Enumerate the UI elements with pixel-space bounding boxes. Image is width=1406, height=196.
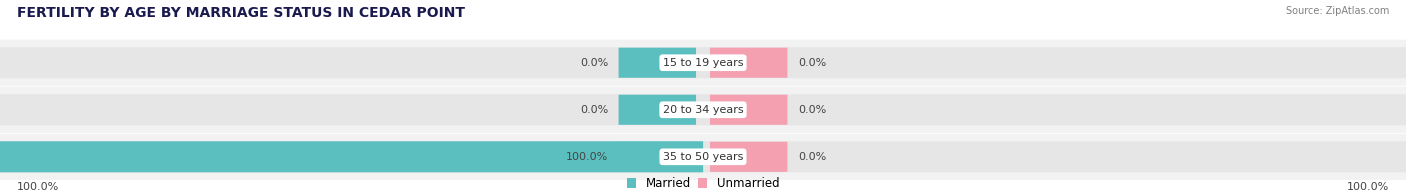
FancyBboxPatch shape — [619, 48, 696, 78]
FancyBboxPatch shape — [0, 47, 1406, 78]
Text: 20 to 34 years: 20 to 34 years — [662, 105, 744, 115]
Text: 0.0%: 0.0% — [579, 105, 609, 115]
Legend: Married, Unmarried: Married, Unmarried — [627, 177, 779, 190]
FancyBboxPatch shape — [619, 95, 696, 125]
Text: 15 to 19 years: 15 to 19 years — [662, 58, 744, 68]
FancyBboxPatch shape — [710, 48, 787, 78]
Text: 35 to 50 years: 35 to 50 years — [662, 152, 744, 162]
Text: 100.0%: 100.0% — [1347, 182, 1389, 192]
Text: 0.0%: 0.0% — [799, 58, 827, 68]
Text: FERTILITY BY AGE BY MARRIAGE STATUS IN CEDAR POINT: FERTILITY BY AGE BY MARRIAGE STATUS IN C… — [17, 6, 465, 20]
Text: 0.0%: 0.0% — [799, 152, 827, 162]
Text: 100.0%: 100.0% — [17, 182, 59, 192]
FancyBboxPatch shape — [619, 142, 696, 172]
FancyBboxPatch shape — [0, 94, 1406, 125]
Text: 0.0%: 0.0% — [799, 105, 827, 115]
FancyBboxPatch shape — [710, 142, 787, 172]
FancyBboxPatch shape — [0, 141, 703, 172]
Text: 100.0%: 100.0% — [565, 152, 609, 162]
FancyBboxPatch shape — [0, 40, 1406, 86]
FancyBboxPatch shape — [0, 134, 1406, 180]
FancyBboxPatch shape — [0, 141, 1406, 172]
FancyBboxPatch shape — [710, 95, 787, 125]
Text: Source: ZipAtlas.com: Source: ZipAtlas.com — [1285, 6, 1389, 16]
Text: 0.0%: 0.0% — [579, 58, 609, 68]
FancyBboxPatch shape — [0, 87, 1406, 133]
